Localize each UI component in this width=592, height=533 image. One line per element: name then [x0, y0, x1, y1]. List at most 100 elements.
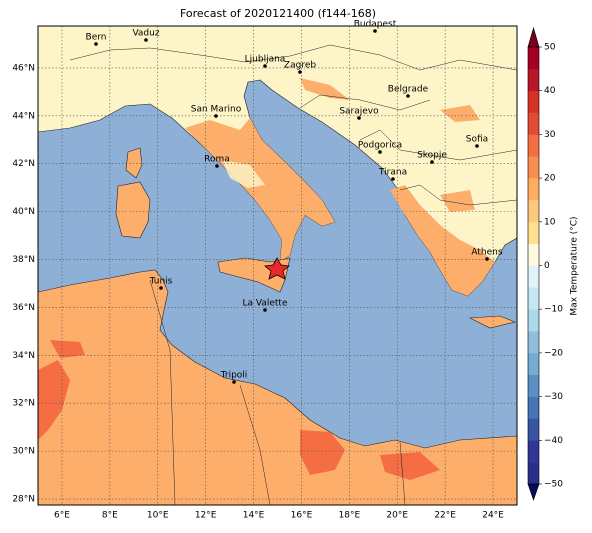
city-marker	[263, 64, 267, 68]
x-tick-label: 12°E	[195, 511, 217, 521]
y-tick-label: 28°N	[12, 495, 35, 505]
city-marker	[159, 286, 163, 290]
colorbar-tick-label: −30	[544, 392, 563, 402]
city-label: Athens	[471, 248, 502, 258]
city-marker	[232, 380, 236, 384]
colorbar-tick-label: 20	[544, 174, 556, 184]
colorbar-band	[528, 90, 539, 113]
city-label: Tirana	[378, 168, 407, 178]
city-marker	[214, 114, 218, 118]
x-tick-label: 6°E	[54, 511, 70, 521]
y-tick-label: 32°N	[12, 399, 35, 409]
land-light	[62, 60, 265, 188]
colorbar-band	[528, 221, 539, 244]
city-label: Sofia	[466, 135, 488, 145]
colorbar-band	[528, 156, 539, 179]
city-marker	[475, 144, 479, 148]
borders	[69, 44, 517, 505]
x-tick-label: 16°E	[291, 511, 313, 521]
x-tick-label: 24°E	[482, 511, 504, 521]
x-tick-label: 8°E	[102, 511, 118, 521]
colorbar: −50 −40 −30 −20 −10 0 10 20 30 40 50	[527, 26, 563, 501]
colorbar-tick-label: 50	[544, 43, 556, 53]
colorbar-band	[528, 68, 539, 91]
grid: 6°E 8°E 10°E 12°E 14°E 16°E 18°E 20°E 22°E 24°E 28…	[12, 26, 517, 521]
colorbar-band	[528, 352, 539, 376]
colorbar-band	[528, 396, 539, 419]
city-label: Roma	[204, 155, 230, 165]
y-tick-label: 40°N	[12, 207, 35, 217]
colorbar-band	[528, 309, 539, 332]
city-label: Budapest	[354, 20, 397, 30]
colorbar-tick-label: −10	[544, 305, 563, 315]
colorbar-band	[528, 47, 539, 70]
city-label: Zagreb	[284, 61, 316, 71]
title: Forecast of 2020121400 (f144-168)	[180, 7, 376, 20]
city-marker	[430, 160, 434, 164]
island-corsica	[125, 147, 143, 179]
city-label: Tripoli	[220, 371, 248, 381]
x-tick-label: 14°E	[243, 511, 265, 521]
colorbar-band	[528, 374, 539, 397]
x-tick-label: 20°E	[386, 511, 408, 521]
colorbar-band	[528, 265, 539, 288]
city-label: Podgorica	[358, 141, 402, 151]
y-tick-label: 42°N	[12, 159, 35, 169]
city-label: Skopje	[417, 151, 447, 161]
colorbar-band	[528, 178, 539, 201]
colorbar-tick-label: 0	[544, 261, 550, 271]
y-tick-label: 30°N	[12, 447, 35, 457]
colorbar-band	[528, 331, 539, 354]
land-africa-warm	[38, 340, 440, 480]
city-marker	[215, 164, 219, 168]
colorbar-extend-top	[527, 26, 540, 48]
city-marker	[378, 150, 382, 154]
y-tick-label: 38°N	[12, 255, 35, 265]
colorbar-tick-label: 30	[544, 130, 556, 140]
city-marker	[144, 38, 148, 42]
city-label: Sarajevo	[339, 107, 379, 117]
colorbar-band	[528, 462, 539, 485]
city-marker	[406, 94, 410, 98]
city-label: Bern	[86, 33, 107, 43]
city-label: Ljubljana	[245, 55, 286, 65]
city-marker	[298, 70, 302, 74]
colorbar-extend-bottom	[527, 483, 540, 501]
colorbar-band	[528, 134, 539, 157]
city-marker	[485, 257, 489, 261]
colorbar-tick-label: 40	[544, 86, 556, 96]
city-label: Belgrade	[388, 85, 429, 95]
colorbar-band	[528, 440, 539, 463]
colorbar-tick-label: −40	[544, 436, 563, 446]
island-crete	[468, 315, 516, 329]
island-sardinia	[115, 181, 151, 239]
colorbar-band	[528, 418, 539, 441]
city-marker	[94, 42, 98, 46]
colorbar-label: Max Temperature (°C)	[570, 216, 580, 315]
map-frame	[37, 25, 518, 506]
city-label: Tunis	[149, 277, 173, 287]
city-label: San Marino	[191, 105, 242, 115]
city-label: Vaduz	[132, 29, 159, 39]
city-label: La Valette	[243, 299, 288, 309]
colorbar-band	[528, 243, 539, 266]
y-tick-label: 44°N	[12, 111, 35, 121]
city-marker	[357, 116, 361, 120]
colorbar-tick-label: 10	[544, 217, 556, 227]
colorbar-band	[528, 199, 539, 223]
colorbar-band	[528, 112, 539, 135]
y-tick-label: 36°N	[12, 303, 35, 313]
x-tick-label: 18°E	[339, 511, 361, 521]
colorbar-tick-label: −50	[544, 480, 563, 490]
y-tick-label: 46°N	[12, 63, 35, 73]
city-marker	[391, 177, 395, 181]
city-marker	[373, 29, 377, 33]
forecast-location-star	[264, 257, 290, 280]
y-tick-label: 34°N	[12, 351, 35, 361]
x-tick-label: 22°E	[434, 511, 456, 521]
colorbar-tick-label: −20	[544, 348, 563, 358]
city-marker	[263, 308, 267, 312]
colorbar-band	[528, 287, 539, 310]
